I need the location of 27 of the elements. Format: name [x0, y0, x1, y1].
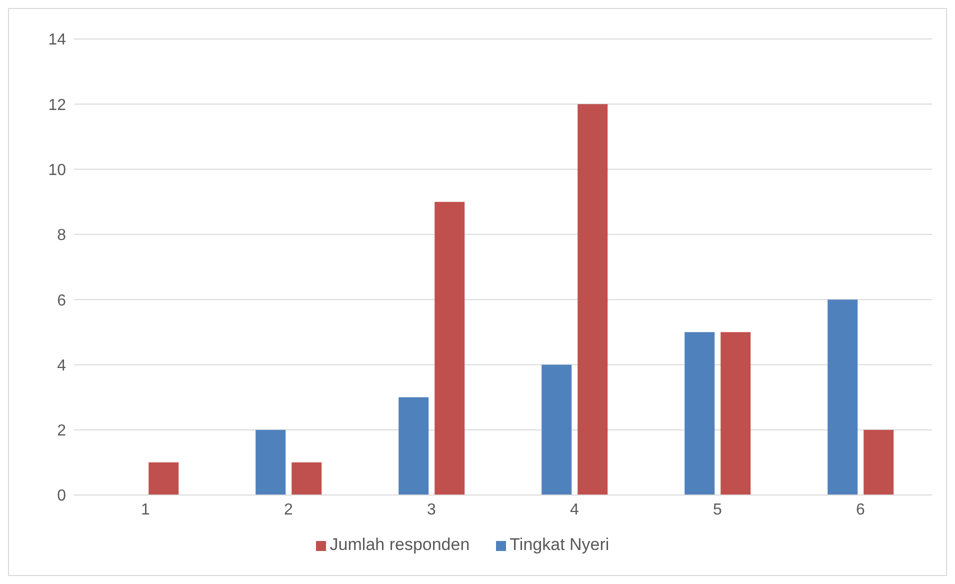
- y-tick-label: 2: [57, 422, 66, 440]
- bar: [684, 332, 715, 495]
- bar: [434, 202, 465, 495]
- x-tick-label: 6: [856, 501, 866, 518]
- legend-label: Jumlah responden: [330, 535, 470, 554]
- bar: [864, 430, 894, 495]
- x-tick-label: 4: [570, 501, 580, 518]
- legend-label: Tingkat Nyeri: [510, 535, 610, 554]
- x-tick-label: 3: [427, 501, 436, 518]
- x-tick-label: 1: [141, 501, 150, 518]
- bar: [542, 364, 572, 495]
- x-tick-label: 2: [284, 501, 294, 518]
- y-tick-label: 0: [57, 488, 66, 505]
- bar: [720, 332, 751, 495]
- y-tick-label: 4: [57, 357, 66, 374]
- bar: [256, 430, 286, 495]
- y-tick-label: 10: [48, 162, 66, 179]
- y-tick-label: 14: [48, 32, 66, 49]
- bar: [398, 397, 429, 495]
- bar: [148, 462, 179, 495]
- bar: [578, 104, 608, 495]
- bar: [828, 300, 858, 495]
- y-tick-label: 8: [57, 227, 66, 244]
- bar: [292, 462, 322, 495]
- y-tick-label: 12: [48, 96, 66, 114]
- x-tick-label: 5: [713, 501, 722, 518]
- y-tick-label: 6: [57, 292, 66, 310]
